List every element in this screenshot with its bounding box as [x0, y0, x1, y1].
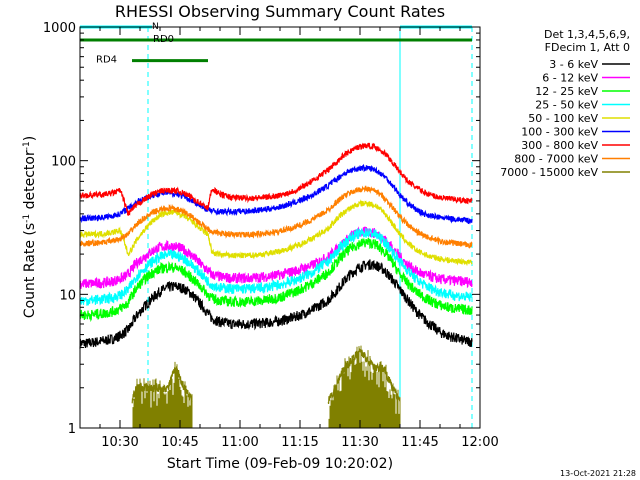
- series-line-0: [79, 259, 473, 349]
- legend-entry-label: 50 - 100 keV: [528, 112, 598, 125]
- y-axis-label-sup-2: -1: [22, 141, 32, 150]
- flag-label-rd0: RD0: [153, 34, 174, 45]
- y-tick-label: 1000: [43, 21, 76, 36]
- legend-entry-label: 7000 - 15000 keV: [500, 166, 598, 179]
- legend-entry-label: 25 - 50 keV: [535, 99, 598, 112]
- legend: Det 1,3,4,5,6,9, FDecim 1, Att 0 3 - 6 k…: [500, 28, 630, 179]
- y-tick-label: 10: [59, 288, 76, 303]
- series-line-3: [79, 227, 473, 306]
- legend-entry-label: 6 - 12 keV: [542, 72, 598, 85]
- y-axis-label-mid: detector: [22, 150, 38, 214]
- x-tick-label: 11:30: [341, 435, 378, 450]
- y-axis-label-sup-1: -1: [22, 214, 32, 223]
- legend-title-line-2: FDecim 1, Att 0: [545, 41, 630, 54]
- y-tick-label: 1: [68, 422, 76, 437]
- x-tick-label: 11:45: [401, 435, 438, 450]
- legend-entry-label: 100 - 300 keV: [521, 126, 598, 139]
- y-axis-label-main: Count Rate (s: [22, 223, 38, 318]
- legend-entry-label: 300 - 800 keV: [521, 139, 598, 152]
- series-line-7: [79, 185, 473, 249]
- y-tick-label: 100: [51, 155, 76, 170]
- legend-entry-label: 12 - 25 keV: [535, 85, 598, 98]
- series-line-1: [79, 226, 473, 289]
- axes-layer: 1 10 100 1000 10:30 10:45 11:00 11:15 11:30 11:45…: [43, 21, 499, 450]
- chart-title: RHESSI Observing Summary Count Rates: [115, 2, 445, 21]
- x-tick-label: 11:00: [221, 435, 258, 450]
- x-tick-label: 10:45: [161, 435, 198, 450]
- series-line-6: [79, 142, 473, 216]
- series-line-4: [79, 199, 473, 267]
- series-layer: [79, 142, 473, 428]
- x-tick-label: 10:30: [101, 435, 138, 450]
- legend-entry-label: 800 - 7000 keV: [514, 153, 598, 166]
- legend-entry-label: 3 - 6 keV: [549, 58, 598, 71]
- y-axis-label-end: ): [22, 136, 38, 141]
- timestamp: 13-Oct-2021 21:28: [560, 469, 636, 478]
- series-line-2: [79, 237, 473, 323]
- y-axis-label: Count Rate (s-1 detector-1): [22, 136, 38, 318]
- x-axis-label: Start Time (09-Feb-09 10:20:02): [167, 456, 393, 472]
- x-tick-label: 11:15: [281, 435, 318, 450]
- series-line-8: [131, 347, 401, 405]
- series-stems-8: [132, 345, 401, 428]
- x-tick-label: 12:00: [461, 435, 498, 450]
- legend-title-line-1: Det 1,3,4,5,6,9,: [544, 28, 630, 41]
- flag-label-rd4: RD4: [96, 55, 117, 66]
